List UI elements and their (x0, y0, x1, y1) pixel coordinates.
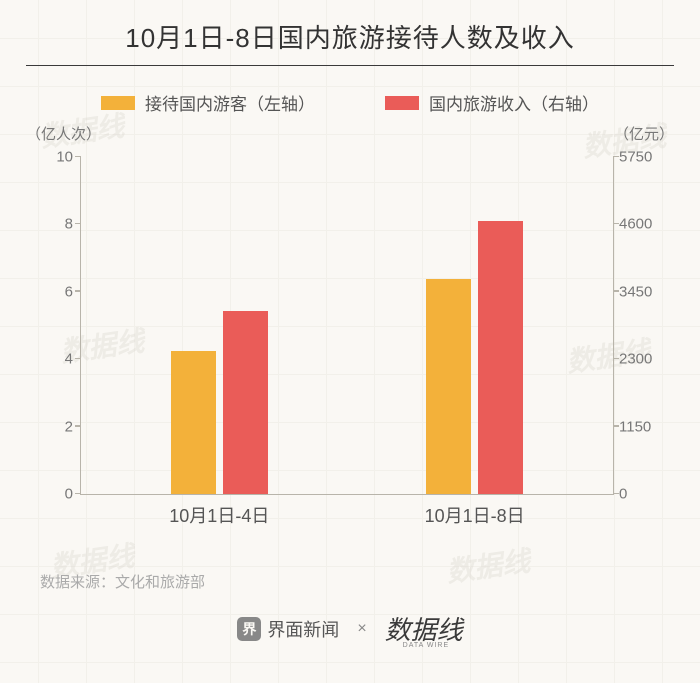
footer-brand-datawire: 数据线 DATA WIRE (385, 610, 463, 647)
title-bar: 10月1日-8日国内旅游接待人数及收入 (26, 0, 674, 66)
left-tick-mark (75, 223, 81, 225)
right-tick-mark (613, 493, 619, 495)
footer-separator: × (357, 620, 366, 638)
right-tick-label: 3450 (619, 283, 663, 300)
right-tick-label: 0 (619, 486, 663, 503)
legend-item-visitors: 接待国内游客（左轴） (101, 90, 315, 115)
left-tick-label: 6 (43, 283, 73, 300)
right-tick-mark (613, 425, 619, 427)
right-tick-label: 4600 (619, 216, 663, 233)
bar-visitors (426, 279, 471, 494)
left-tick-label: 2 (43, 418, 73, 435)
left-tick-mark (75, 156, 81, 158)
right-tick-label: 2300 (619, 351, 663, 368)
legend-swatch-revenue (385, 96, 419, 110)
right-tick-mark (613, 290, 619, 292)
bar-visitors (171, 351, 216, 494)
legend-label-revenue: 国内旅游收入（右轴） (429, 90, 599, 115)
right-tick-mark (613, 156, 619, 158)
left-tick-label: 8 (43, 216, 73, 233)
right-tick-label: 5750 (619, 149, 663, 166)
jiemian-logo-icon: 界 (237, 617, 261, 641)
left-tick-label: 0 (43, 486, 73, 503)
left-tick-label: 10 (43, 149, 73, 166)
right-axis-title: （亿元） (614, 123, 674, 144)
bar-revenue (223, 311, 268, 494)
right-tick-mark (613, 358, 619, 360)
left-axis-title: （亿人次） (26, 123, 101, 144)
left-tick-mark (75, 425, 81, 427)
right-tick-label: 1150 (619, 418, 663, 435)
data-source: 数据来源：文化和旅游部 (40, 571, 660, 592)
right-tick-mark (613, 223, 619, 225)
category-label: 10月1日-8日 (425, 502, 525, 528)
legend-item-revenue: 国内旅游收入（右轴） (385, 90, 599, 115)
datawire-sub: DATA WIRE (403, 642, 449, 649)
footer: 界 界面新闻 × 数据线 DATA WIRE (0, 610, 700, 647)
left-tick-label: 4 (43, 351, 73, 368)
legend-label-visitors: 接待国内游客（左轴） (145, 90, 315, 115)
left-tick-mark (75, 290, 81, 292)
datawire-label: 数据线 (385, 616, 463, 645)
left-tick-mark (75, 493, 81, 495)
footer-brand-jiemian: 界 界面新闻 (237, 616, 339, 642)
legend-swatch-visitors (101, 96, 135, 110)
bar-revenue (478, 221, 523, 494)
chart-title: 10月1日-8日国内旅游接待人数及收入 (66, 18, 634, 55)
chart-area: （亿人次） （亿元） 02468100115023003450460057501… (32, 129, 668, 539)
category-label: 10月1日-4日 (169, 502, 269, 528)
left-tick-mark (75, 358, 81, 360)
legend: 接待国内游客（左轴） 国内旅游收入（右轴） (0, 66, 700, 129)
jiemian-label: 界面新闻 (267, 616, 339, 642)
plot-region: 024681001150230034504600575010月1日-4日10月1… (80, 157, 614, 495)
